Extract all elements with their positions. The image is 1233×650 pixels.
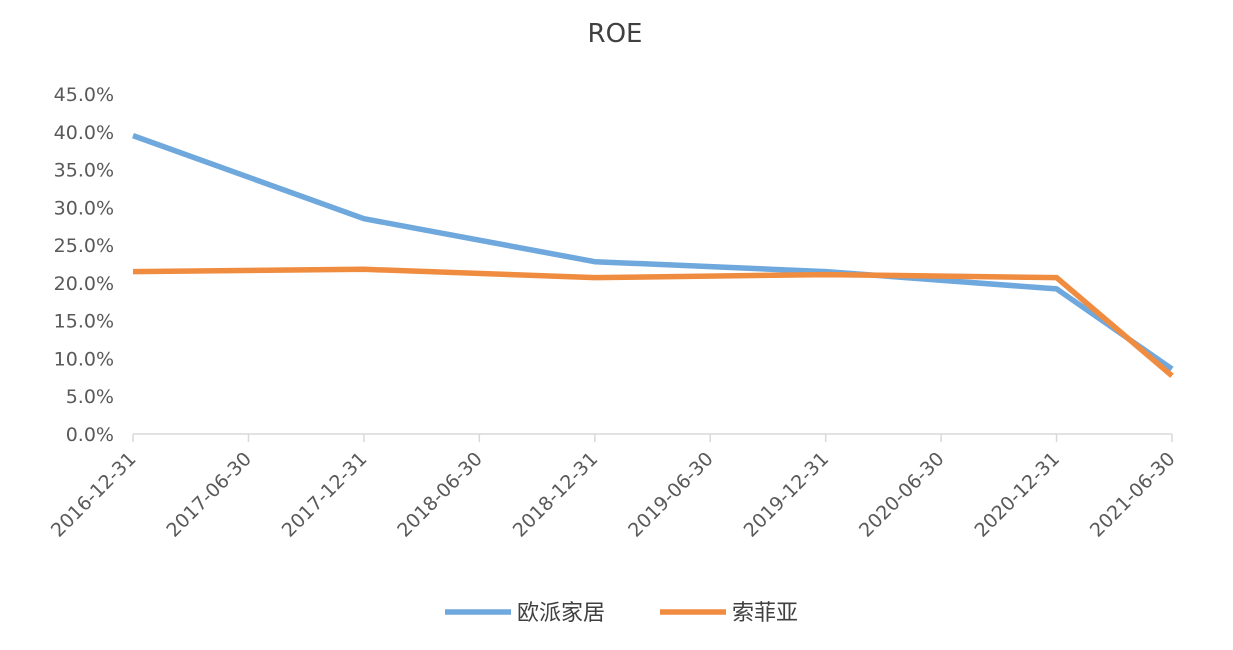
series-line-1 — [132, 133, 1174, 372]
y-tick-label-5-0: 5.0% — [66, 386, 114, 408]
y-tick-label-15-0: 15.0% — [54, 311, 114, 333]
x-tick-label-2020-12-31: 2020-12-31 — [970, 448, 1064, 542]
y-tick-label-20-0: 20.0% — [54, 273, 114, 295]
y-tick-label-25-0: 25.0% — [54, 235, 114, 257]
y-tick-label-35-0: 35.0% — [54, 160, 114, 182]
legend-label: 欧派家居 — [517, 601, 605, 626]
x-tick-label-2018-12-31: 2018-12-31 — [509, 448, 603, 542]
x-tick-label-2021-06-30: 2021-06-30 — [1086, 448, 1180, 542]
y-tick-label-40-0: 40.0% — [54, 122, 114, 144]
y-axis-tick-labels: 0.0% 5.0% 10.0% 15.0% 20.0% 25.0% 30.0% 35.0% 40… — [54, 84, 114, 446]
x-tick-label-2017-06-30: 2017-06-30 — [162, 448, 256, 542]
x-axis-tick-labels: 2016-12-31 2017-06-30 2017-12-31 2018-06-30… — [47, 448, 1180, 542]
x-tick-label-2017-12-31: 2017-12-31 — [278, 448, 372, 542]
series-lines — [132, 133, 1174, 378]
y-tick-label-10-0: 10.0% — [54, 348, 114, 370]
legend: 欧派家居 索菲亚 — [445, 601, 798, 626]
y-tick-label-0-0: 0.0% — [66, 424, 114, 446]
series-line-2 — [132, 266, 1174, 378]
chart-title: ROE — [588, 19, 643, 49]
y-tick-label-45-0: 45.0% — [54, 84, 114, 106]
legend-item-1: 欧派家居 — [445, 601, 605, 626]
legend-label: 索菲亚 — [732, 601, 798, 626]
x-tick-label-2018-06-30: 2018-06-30 — [393, 448, 487, 542]
x-tick-label-2020-06-30: 2020-06-30 — [855, 448, 949, 542]
y-tick-label-30-0: 30.0% — [54, 197, 114, 219]
x-tick-label-2016-12-31: 2016-12-31 — [47, 448, 141, 542]
x-tick-label-2019-12-31: 2019-12-31 — [740, 448, 834, 542]
legend-item-2: 索菲亚 — [660, 601, 798, 626]
x-axis — [132, 433, 1173, 442]
x-tick-label-2019-06-30: 2019-06-30 — [624, 448, 718, 542]
